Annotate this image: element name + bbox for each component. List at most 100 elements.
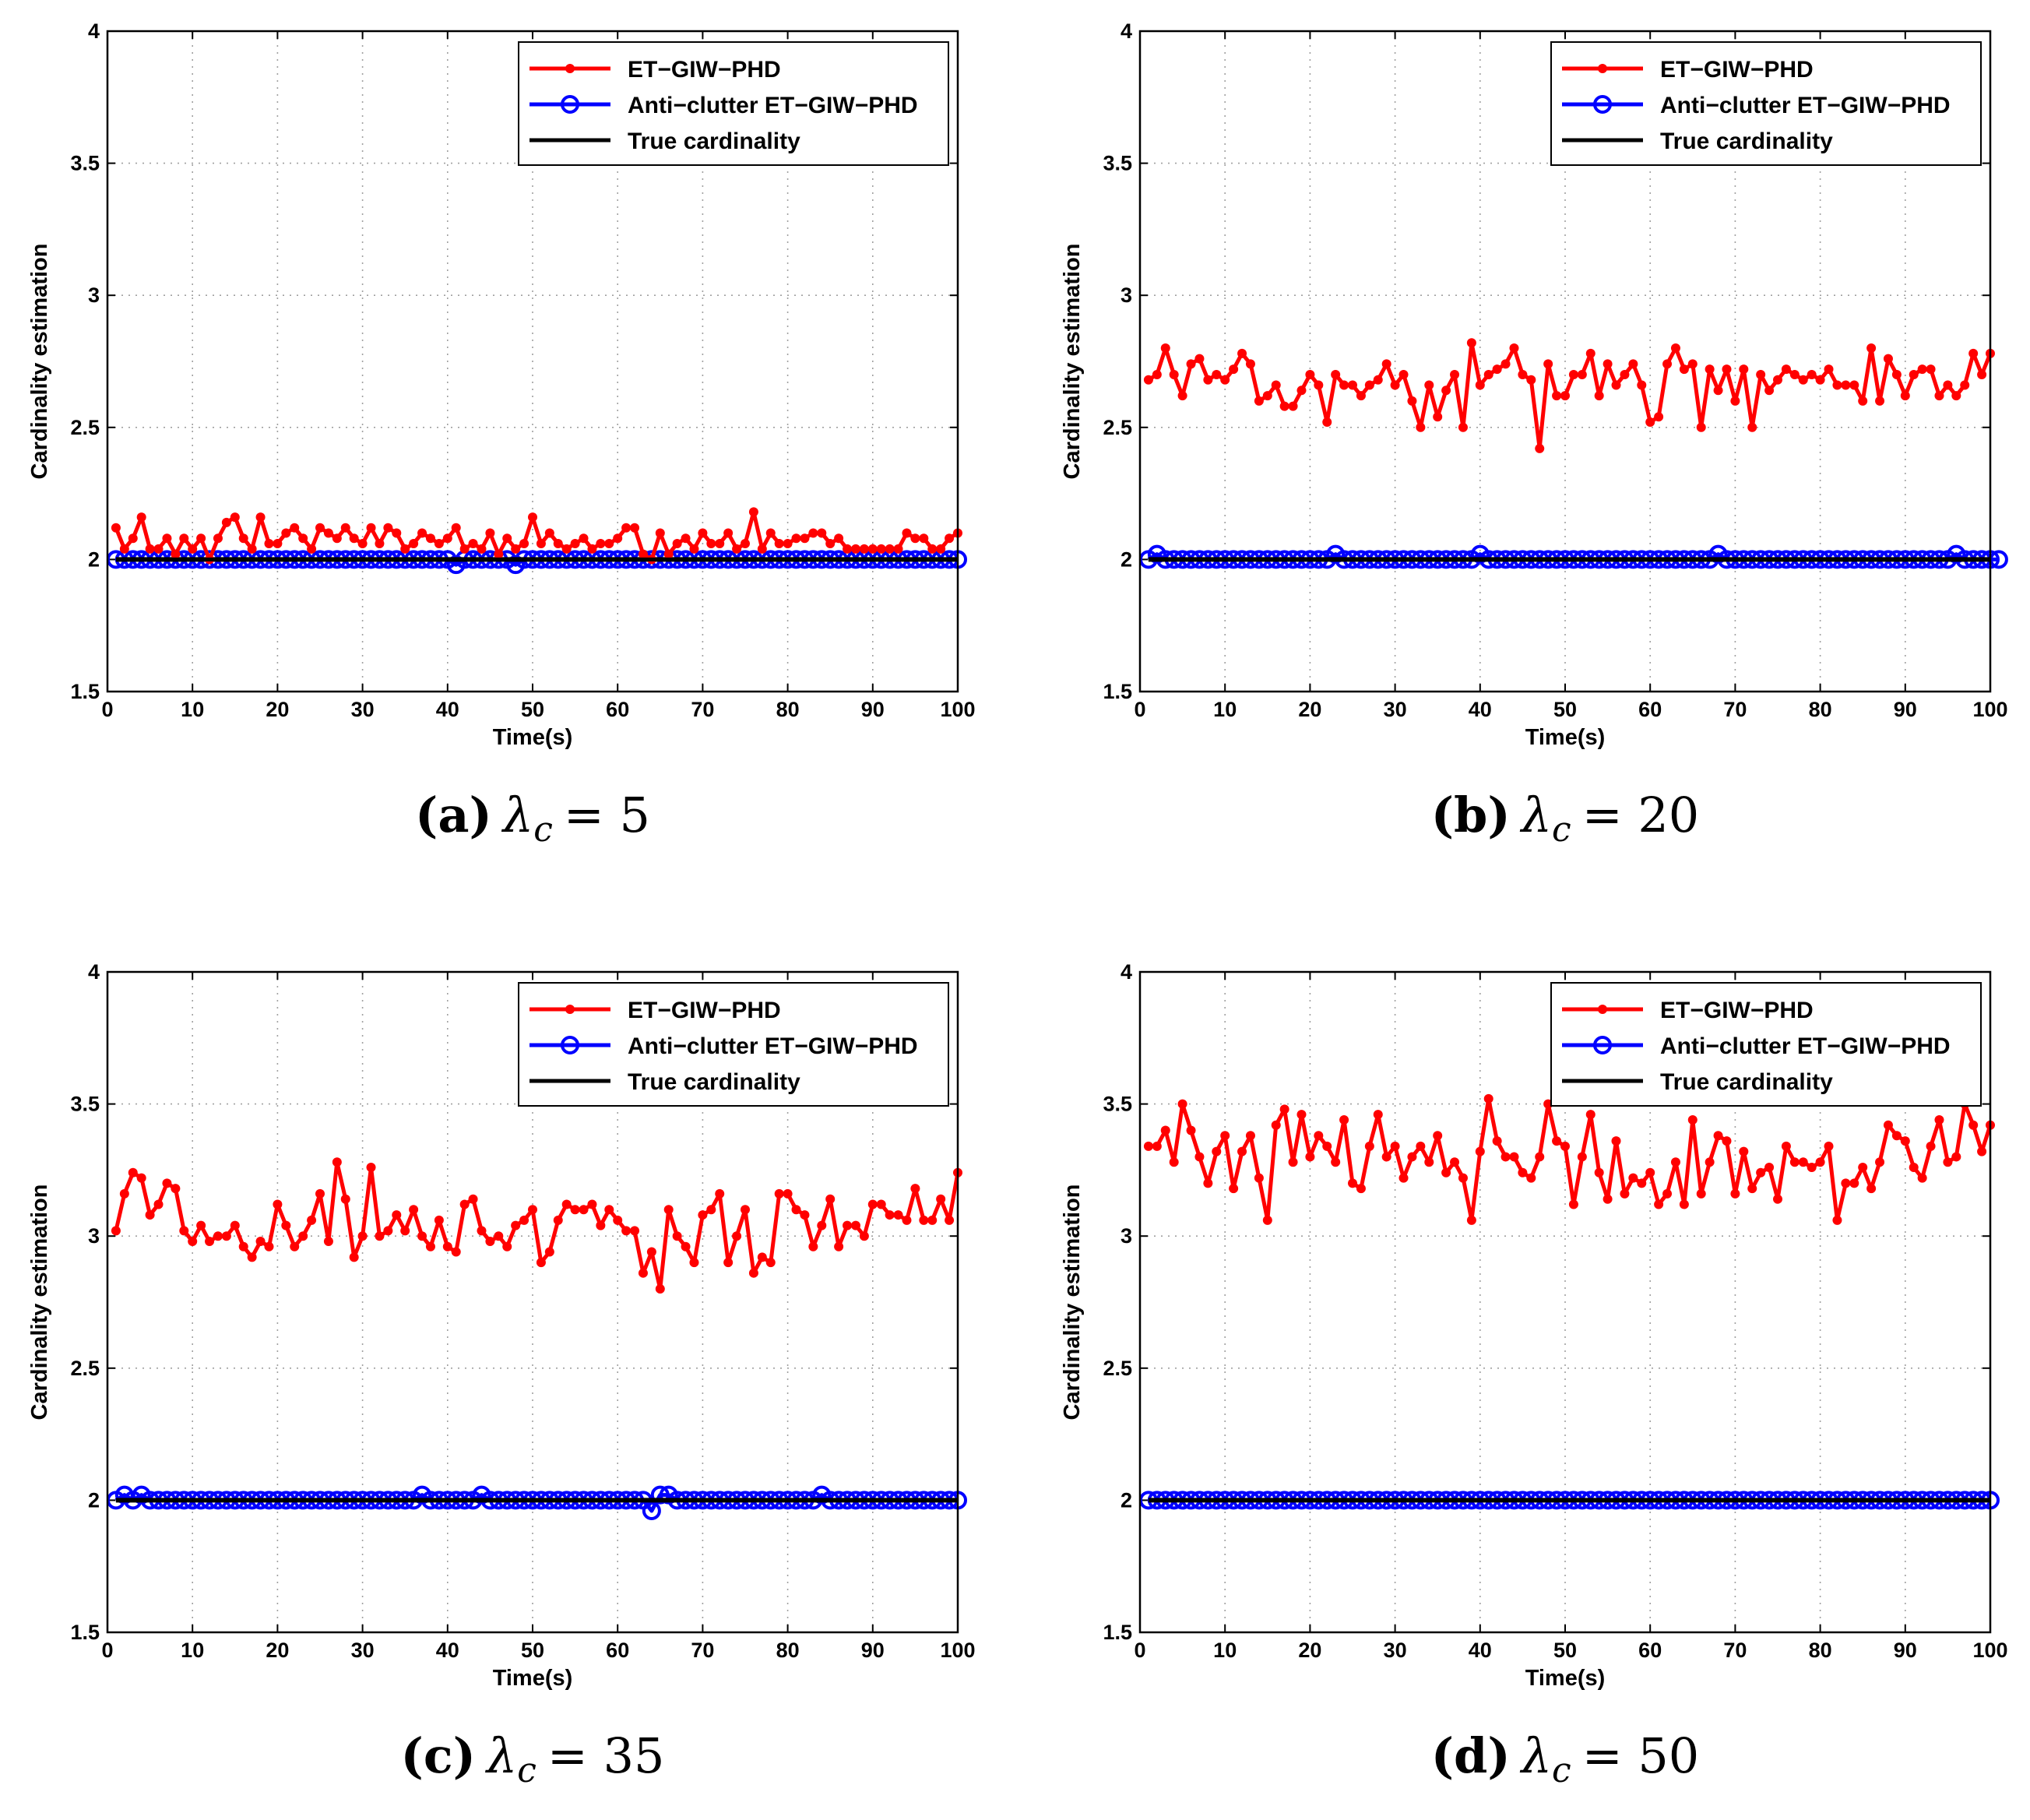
et-giw-phd-point [1348,1178,1357,1188]
et-giw-phd-point [196,1220,206,1230]
et-giw-phd-point [519,539,529,549]
et-giw-phd-point [221,517,231,527]
et-giw-phd-point [1628,359,1638,369]
et-giw-phd-point [281,1220,291,1230]
et-giw-phd-point [247,544,257,554]
legend-label: True cardinality [1660,1069,1833,1095]
et-giw-phd-point [1254,396,1264,406]
et-giw-phd-point [425,1241,435,1251]
et-giw-phd-point [1229,1184,1239,1194]
y-tick-label: 3.5 [1103,1093,1132,1116]
et-giw-phd-point [1466,338,1476,348]
et-giw-phd-point [1849,380,1859,390]
legend-label: Anti−clutter ET−GIW−PHD [1660,93,1951,118]
et-giw-phd-point [528,1205,537,1215]
et-giw-phd-point [1585,348,1596,358]
et-giw-phd-point [817,528,827,538]
et-giw-phd-point [945,1215,955,1225]
et-giw-phd-point [1475,380,1485,390]
et-giw-phd-point [1585,1110,1596,1120]
et-giw-phd-point [825,539,836,549]
et-giw-phd-point [1220,375,1230,385]
et-giw-phd-point [604,1205,614,1215]
et-giw-phd-point [1789,369,1800,379]
et-giw-phd-point [307,544,317,554]
et-giw-phd-point [910,533,920,544]
et-giw-phd-point [519,1215,529,1225]
et-giw-phd-point [843,1220,853,1230]
et-giw-phd-point [366,523,376,533]
et-giw-phd-point [1764,385,1775,396]
series-group [1138,338,2008,569]
et-giw-phd-point [298,533,308,544]
et-giw-phd-point [1926,1141,1936,1151]
et-giw-phd-point [1687,1114,1698,1125]
et-giw-phd-point [1951,1152,1961,1162]
et-giw-phd-point [1560,1141,1570,1151]
et-giw-phd-point [409,1205,419,1215]
x-tick-label: 100 [940,1639,975,1662]
y-tick-label: 3 [88,1224,100,1248]
et-giw-phd-point [205,1236,215,1246]
et-giw-phd-point [1407,1152,1417,1162]
et-giw-phd-point [1279,401,1289,411]
et-giw-phd-point [630,523,640,533]
y-tick-label: 2 [88,1488,100,1512]
x-tick-label: 20 [1298,1639,1321,1662]
et-giw-phd-point [1288,401,1298,411]
legend-marker-anti-clutter [561,1036,579,1054]
et-giw-phd-point [1815,375,1825,385]
et-giw-phd-point [757,544,767,554]
et-giw-phd-point [1194,354,1205,364]
et-giw-phd-point [528,512,537,523]
y-tick-label: 2.5 [70,1357,100,1380]
et-giw-phd-point [111,523,121,533]
et-giw-phd-point [1577,1152,1587,1162]
et-giw-phd-point [1203,375,1213,385]
et-giw-phd-point [1841,1178,1851,1188]
et-giw-phd-point [1509,343,1519,354]
et-giw-phd-point [1611,1136,1621,1146]
et-giw-phd-point [1789,1157,1800,1167]
et-giw-phd-point [1662,359,1673,369]
et-giw-phd-point [1824,364,1834,375]
et-giw-phd-point [375,1231,385,1241]
et-giw-phd-point [1798,375,1808,385]
y-tick-label: 2.5 [1103,1357,1132,1380]
et-giw-phd-point [715,1188,725,1199]
et-giw-phd-point [128,1167,138,1178]
et-giw-phd-point [1670,1157,1680,1167]
legend-marker-et-giw-phd [565,64,575,73]
et-giw-phd-point [1858,396,1868,406]
et-giw-phd-point [1381,359,1391,369]
y-tick-label: 3 [1121,1224,1132,1248]
chart-panel-d: 0 10 20 30 40 50 60 70 80 90 100 1.5 2 2.5 3 3.5 4 Time(s… [1060,960,2008,1790]
y-tick-label: 2 [1121,1488,1132,1512]
et-giw-phd-point [136,1173,146,1183]
x-tick-label: 0 [1134,1639,1145,1662]
anti-clutter-point [642,1501,661,1520]
et-giw-phd-point [1271,380,1281,390]
et-giw-phd-point [1654,1199,1664,1209]
caption-lambda: λ [484,1727,517,1784]
et-giw-phd-point [689,544,699,554]
et-giw-phd-point [1696,422,1706,432]
et-giw-phd-point [1416,422,1426,432]
et-giw-phd-point [188,544,198,554]
et-giw-phd-point [876,544,886,554]
et-giw-phd-point [1509,1152,1519,1162]
et-giw-phd-point [1262,1215,1272,1225]
et-giw-phd-point [255,1236,266,1246]
et-giw-phd-point [945,533,955,544]
et-giw-phd-point [843,544,853,554]
x-tick-label: 70 [1723,1639,1747,1662]
et-giw-phd-point [1943,1157,1953,1167]
caption-subscript: c [1552,810,1571,850]
x-tick-label: 40 [1469,1639,1492,1662]
et-giw-phd-point [646,1247,656,1257]
et-giw-phd-point [1722,1136,1732,1146]
x-tick-label: 0 [101,1639,113,1662]
et-giw-phd-point [800,1210,810,1220]
et-giw-phd-point [1229,364,1239,375]
et-giw-phd-point [400,544,410,554]
